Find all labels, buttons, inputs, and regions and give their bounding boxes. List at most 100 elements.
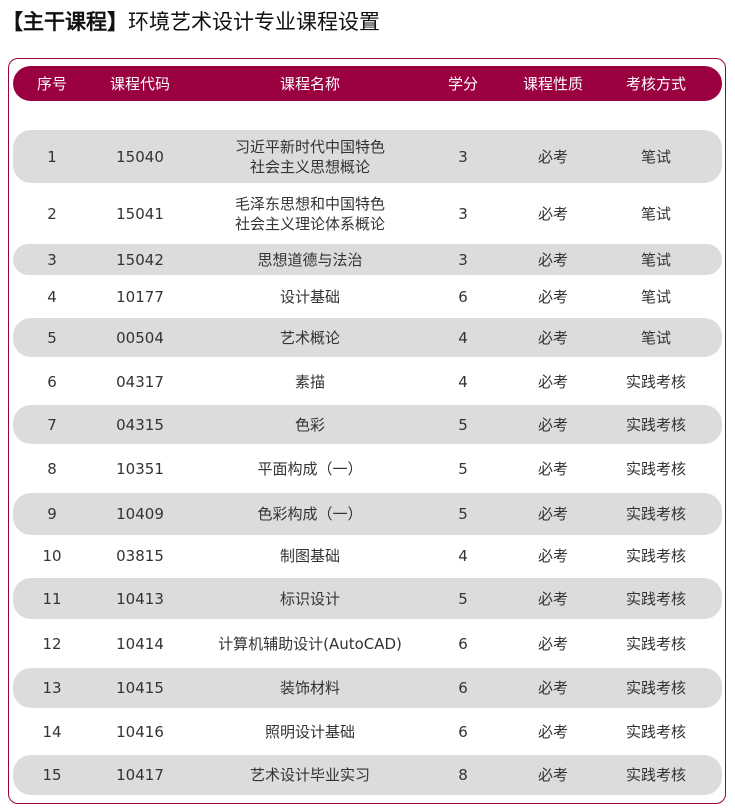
cell-name: 平面构成（一） [257,460,363,478]
cell-name: 色彩 [294,415,326,434]
cell-exam: 实践考核 [625,415,687,434]
cell-name: 艺术设计毕业实习 [249,766,371,784]
cell-exam: 实践考核 [625,547,687,565]
cell-code: 03815 [116,547,164,565]
cell-index: 1 [47,147,57,166]
table-row: 3 15042 思想道德与法治 3 必考 笔试 [13,244,722,275]
table-row: 1 15040 习近平新时代中国特色 社会主义思想概论 3 必考 笔试 [13,130,722,183]
header-code: 课程代码 [109,74,171,93]
cell-exam: 实践考核 [625,679,687,697]
cell-type: 必考 [537,415,569,434]
header-type: 课程性质 [522,74,584,93]
table-row: 14 10416 照明设计基础 6 必考 实践考核 [13,712,722,752]
table-frame [8,58,726,804]
cell-name: 计算机辅助设计(AutoCAD) [218,634,402,653]
cell-name: 色彩构成（一） [257,505,363,523]
cell-name: 毛泽东思想和中国特色 社会主义理论体系概论 [234,195,386,233]
cell-credits: 5 [458,505,468,523]
cell-credits: 3 [458,250,468,269]
cell-name: 照明设计基础 [264,723,356,741]
cell-credits: 5 [458,589,468,608]
cell-type: 必考 [537,287,569,306]
cell-credits: 6 [458,679,468,697]
header-name: 课程名称 [279,74,341,93]
table-row: 6 04317 素描 4 必考 实践考核 [13,362,722,402]
title-bracket-label: 【主干课程】 [2,10,128,34]
cell-code: 10416 [116,723,164,741]
cell-credits: 3 [458,147,468,166]
cell-type: 必考 [537,589,569,608]
cell-name: 习近平新时代中国特色 社会主义思想概论 [234,137,386,176]
cell-name: 思想道德与法治 [257,250,363,269]
cell-type: 必考 [537,679,569,697]
cell-name: 素描 [294,373,326,391]
cell-index: 13 [42,679,62,697]
cell-code: 10413 [116,589,164,608]
table-row: 4 10177 设计基础 6 必考 笔试 [13,280,722,313]
cell-type: 必考 [537,634,569,653]
table-row: 12 10414 计算机辅助设计(AutoCAD) 6 必考 实践考核 [13,622,722,665]
cell-type: 必考 [537,328,569,347]
cell-credits: 6 [458,287,468,306]
cell-credits: 4 [458,328,468,347]
cell-exam: 笔试 [640,250,672,269]
title-text: 环境艺术设计专业课程设置 [128,10,380,34]
header-credits: 学分 [447,74,479,93]
cell-index: 7 [47,415,57,434]
table-row: 7 04315 色彩 5 必考 实践考核 [13,405,722,444]
table-row: 5 00504 艺术概论 4 必考 笔试 [13,318,722,357]
cell-credits: 6 [458,634,468,653]
cell-index: 14 [42,723,62,741]
cell-index: 4 [47,287,57,306]
cell-code: 10415 [116,679,164,697]
cell-type: 必考 [537,373,569,391]
header-index: 序号 [36,74,68,93]
cell-credits: 5 [458,460,468,478]
cell-credits: 4 [458,373,468,391]
cell-credits: 4 [458,547,468,565]
cell-type: 必考 [537,766,569,784]
cell-type: 必考 [537,250,569,269]
cell-name: 制图基础 [279,547,341,565]
cell-index: 9 [47,505,57,523]
cell-exam: 实践考核 [625,460,687,478]
page-title: 【主干课程】环境艺术设计专业课程设置 [2,6,380,36]
cell-exam: 笔试 [640,328,672,347]
cell-code: 10414 [116,634,164,653]
cell-credits: 6 [458,723,468,741]
cell-index: 11 [42,589,62,608]
cell-type: 必考 [537,505,569,523]
cell-index: 6 [47,373,57,391]
cell-exam: 笔试 [640,287,672,306]
cell-code: 04317 [116,373,164,391]
cell-code: 10177 [116,287,164,306]
table-row: 10 03815 制图基础 4 必考 实践考核 [13,537,722,575]
cell-index: 8 [47,460,57,478]
cell-exam: 笔试 [640,205,672,223]
cell-index: 15 [42,766,62,784]
cell-name: 艺术概论 [279,328,341,347]
table-header: 序号 课程代码 课程名称 学分 课程性质 考核方式 [13,66,722,101]
cell-code: 15041 [116,205,164,223]
cell-index: 2 [47,205,57,223]
cell-code: 10417 [116,766,164,784]
cell-exam: 实践考核 [625,589,687,608]
table-row: 9 10409 色彩构成（一） 5 必考 实践考核 [13,493,722,535]
cell-name: 装饰材料 [279,679,341,697]
table-row: 11 10413 标识设计 5 必考 实践考核 [13,578,722,619]
cell-code: 15042 [116,250,164,269]
cell-exam: 实践考核 [625,634,687,653]
cell-exam: 实践考核 [625,373,687,391]
cell-name: 设计基础 [279,287,341,306]
cell-index: 10 [42,547,62,565]
cell-index: 5 [47,328,57,347]
cell-exam: 实践考核 [625,723,687,741]
cell-credits: 8 [458,766,468,784]
table-row: 13 10415 装饰材料 6 必考 实践考核 [13,668,722,708]
cell-type: 必考 [537,147,569,166]
table-row: 8 10351 平面构成（一） 5 必考 实践考核 [13,448,722,490]
cell-code: 15040 [116,147,164,166]
cell-exam: 笔试 [640,147,672,166]
cell-type: 必考 [537,205,569,223]
cell-type: 必考 [537,547,569,565]
